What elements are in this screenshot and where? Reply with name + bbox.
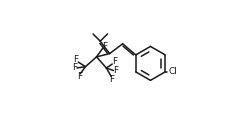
Text: F: F bbox=[72, 63, 77, 72]
Text: Cl: Cl bbox=[168, 67, 177, 76]
Text: F: F bbox=[112, 57, 117, 66]
Text: F: F bbox=[109, 75, 114, 84]
Text: F: F bbox=[114, 66, 119, 75]
Text: F: F bbox=[77, 72, 82, 81]
Text: F: F bbox=[73, 55, 79, 64]
Text: F: F bbox=[102, 42, 107, 51]
